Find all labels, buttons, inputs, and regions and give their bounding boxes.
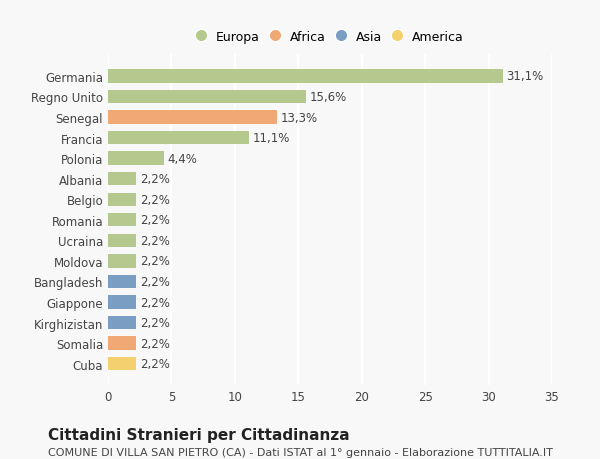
Bar [108, 111, 277, 124]
Text: Cittadini Stranieri per Cittadinanza: Cittadini Stranieri per Cittadinanza [48, 427, 350, 442]
Bar [108, 152, 164, 165]
Bar [108, 296, 136, 309]
Text: 2,2%: 2,2% [140, 235, 170, 247]
Bar [108, 70, 503, 84]
Bar [108, 213, 136, 227]
Text: 2,2%: 2,2% [140, 173, 170, 186]
Text: COMUNE DI VILLA SAN PIETRO (CA) - Dati ISTAT al 1° gennaio - Elaborazione TUTTIT: COMUNE DI VILLA SAN PIETRO (CA) - Dati I… [48, 448, 553, 458]
Text: 31,1%: 31,1% [506, 70, 544, 83]
Text: 15,6%: 15,6% [310, 91, 347, 104]
Text: 11,1%: 11,1% [253, 132, 290, 145]
Legend: Europa, Africa, Asia, America: Europa, Africa, Asia, America [190, 25, 470, 50]
Bar [108, 255, 136, 268]
Bar [108, 357, 136, 370]
Text: 2,2%: 2,2% [140, 193, 170, 206]
Text: 2,2%: 2,2% [140, 275, 170, 288]
Bar [108, 275, 136, 289]
Bar [108, 193, 136, 207]
Bar [108, 316, 136, 330]
Text: 2,2%: 2,2% [140, 337, 170, 350]
Text: 4,4%: 4,4% [167, 152, 197, 165]
Text: 2,2%: 2,2% [140, 255, 170, 268]
Bar [108, 337, 136, 350]
Text: 2,2%: 2,2% [140, 316, 170, 330]
Text: 2,2%: 2,2% [140, 214, 170, 227]
Text: 2,2%: 2,2% [140, 296, 170, 309]
Bar [108, 132, 249, 145]
Bar [108, 173, 136, 186]
Text: 13,3%: 13,3% [281, 111, 317, 124]
Bar [108, 90, 306, 104]
Text: 2,2%: 2,2% [140, 358, 170, 370]
Bar [108, 234, 136, 247]
